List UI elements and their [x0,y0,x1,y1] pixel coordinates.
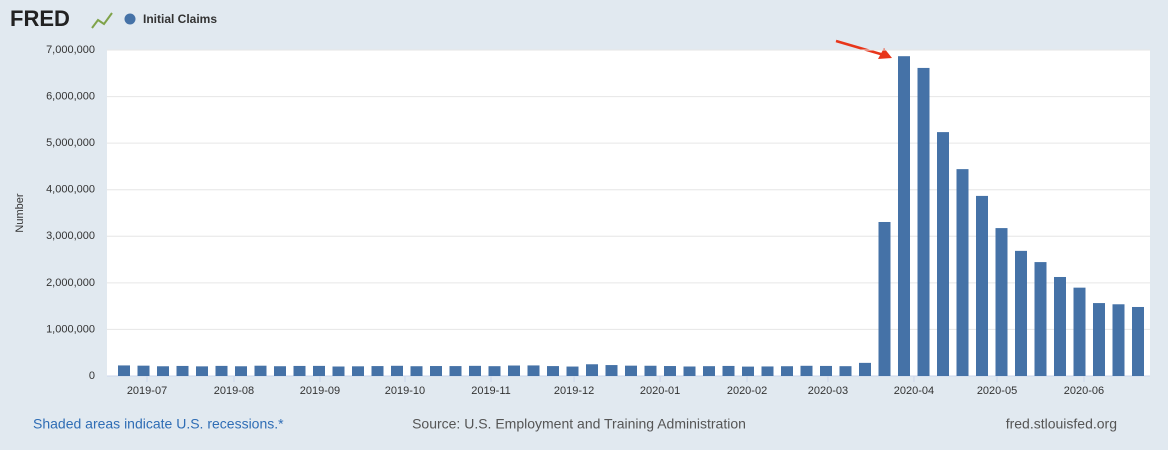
footer-recession-note[interactable]: Shaded areas indicate U.S. recessions.* [33,416,284,432]
annotation-arrowhead [878,48,892,59]
bar [917,67,930,377]
bar [800,365,813,376]
bar [605,365,618,376]
bar [332,366,345,376]
footer-url: fred.stlouisfed.org [1006,416,1117,432]
x-tick-label: 2020-04 [894,385,934,397]
x-tick-label: 2019-07 [127,385,167,397]
bar [176,365,189,376]
x-tick-label: 2019-10 [385,385,425,397]
y-tick-label: 0 [89,370,95,382]
x-tick-label: 2020-06 [1064,385,1104,397]
bar [313,365,325,376]
bar [976,195,988,376]
y-tick-label: 4,000,000 [46,184,95,196]
bar [839,366,852,376]
bar [469,365,481,376]
bar [586,364,598,376]
bar [878,221,891,376]
bar [157,366,169,376]
bar [644,365,657,376]
bar [274,366,286,376]
bar [722,365,735,376]
footer-source: Source: U.S. Employment and Training Adm… [412,416,746,432]
bar [820,365,832,376]
bar [703,366,715,376]
bar [898,56,910,376]
bar [254,365,267,376]
bar [391,365,403,376]
x-tick-label: 2019-11 [471,385,511,397]
bar [1093,303,1105,376]
bar [293,365,306,376]
y-axis-label: Number [14,193,26,232]
legend: Initial Claims [124,12,217,26]
bar [1015,250,1027,376]
x-tick-label: 2020-05 [977,385,1017,397]
bar [488,366,501,376]
bar [430,366,442,376]
x-tick-label: 2019-08 [214,385,254,397]
bar [352,366,364,376]
y-tick-label: 7,000,000 [46,44,95,56]
y-tick-label: 3,000,000 [46,230,95,242]
bar [683,366,696,376]
bar [625,365,637,376]
logo-icon [91,12,113,29]
y-tick-label: 6,000,000 [46,90,95,102]
bar [781,366,793,376]
bar [508,365,520,376]
bar [527,365,540,376]
bar [761,366,774,376]
bar [1073,287,1086,376]
bar [410,366,423,376]
x-tick-label: 2020-01 [640,385,680,397]
x-tick-label: 2019-12 [554,385,594,397]
legend-label: Initial Claims [143,12,217,26]
bar [566,366,579,376]
x-tick-label: 2020-02 [727,385,767,397]
bar [859,362,871,376]
x-tick-label: 2020-03 [808,385,848,397]
bar [664,366,676,376]
bar [235,366,247,376]
bar [118,365,130,376]
bar [742,366,754,376]
plot-area [107,50,1150,376]
legend-marker [124,13,136,25]
bar [547,366,559,376]
y-tick-label: 5,000,000 [46,137,95,149]
bar [1112,304,1125,376]
bar [137,365,150,376]
bar [371,366,384,376]
bar [196,366,208,376]
bar [937,132,949,376]
y-tick-label: 1,000,000 [46,323,95,335]
bar [1054,276,1066,376]
annotation-arrow [835,39,885,57]
bar [215,365,228,376]
y-tick-label: 2,000,000 [46,277,95,289]
brand-logo[interactable]: FRED [10,6,70,31]
x-tick-label: 2019-09 [300,385,340,397]
bar [956,169,969,376]
bar [449,366,462,376]
bar [1132,306,1144,376]
bar [1034,262,1047,376]
bar [995,228,1008,376]
